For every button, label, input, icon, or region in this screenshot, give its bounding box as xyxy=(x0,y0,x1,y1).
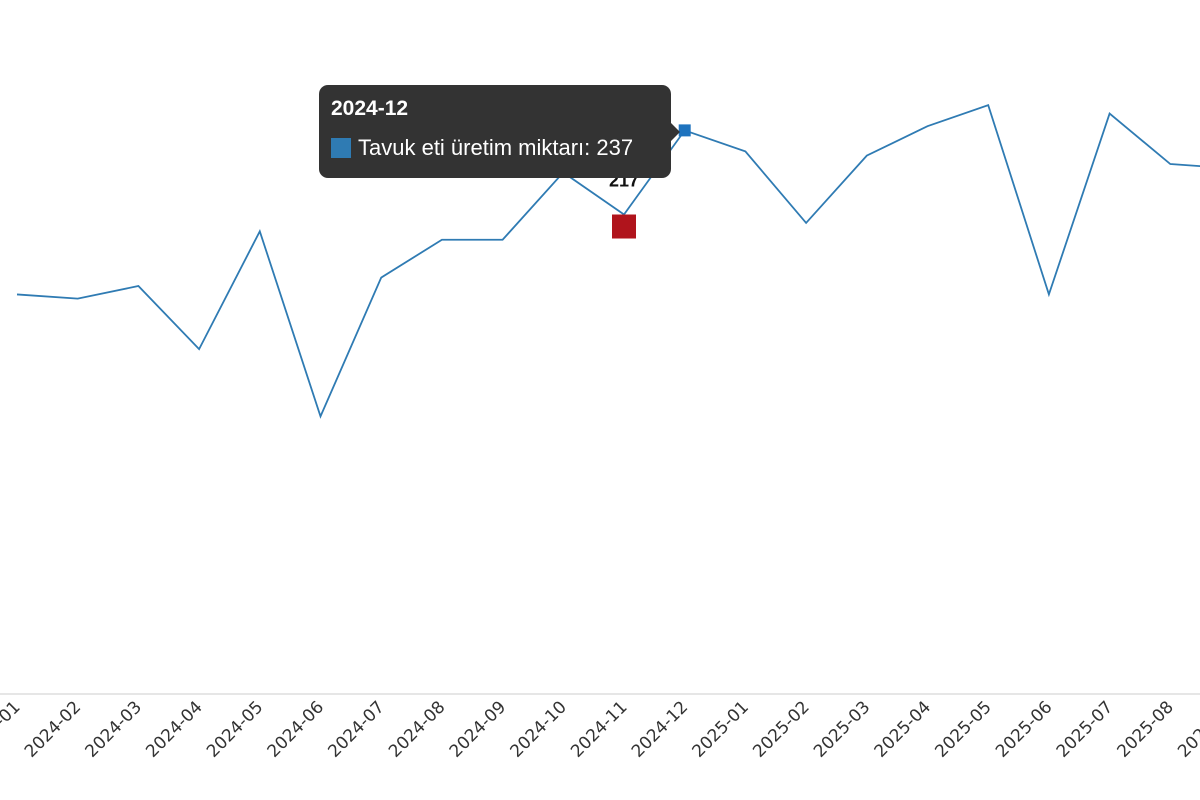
tooltip-row: Tavuk eti üretim miktarı: 237 xyxy=(331,135,659,161)
x-tick-label: 2025-03 xyxy=(810,697,874,761)
x-tick-label: 2025-06 xyxy=(992,697,1056,761)
x-tick-label: 2025-02 xyxy=(749,697,813,761)
x-tick-label: 2024-09 xyxy=(446,697,510,761)
x-tick-label: 2024-04 xyxy=(142,697,206,761)
line xyxy=(16,104,1200,419)
x-tick-label: 2025-04 xyxy=(871,697,935,761)
tooltip: 2024-12 Tavuk eti üretim miktarı: 237 xyxy=(319,85,680,178)
x-tick-label: 2024-02 xyxy=(21,697,85,761)
hover-marker xyxy=(678,124,691,137)
tooltip-swatch xyxy=(331,138,351,158)
x-tick-label: 2024-08 xyxy=(385,697,449,761)
x-tick-label: 2025-09 xyxy=(1174,697,1200,761)
x-tick-label: 2024-01 xyxy=(0,697,25,761)
highlight-marker xyxy=(612,214,636,239)
x-tick-label: 2024-12 xyxy=(628,697,692,761)
x-tick-label: 2025-08 xyxy=(1113,697,1177,761)
x-tick-label: 2024-11 xyxy=(567,697,631,761)
x-tick-label: 2025-05 xyxy=(931,697,995,761)
x-tick-label: 2025-07 xyxy=(1053,697,1117,761)
x-tick-label: 2024-07 xyxy=(324,697,388,761)
tooltip-title: 2024-12 xyxy=(331,97,409,120)
x-tick-label: 2024-03 xyxy=(82,697,146,761)
x-tick-label: 2024-06 xyxy=(264,697,328,761)
x-tick-label: 2024-10 xyxy=(506,697,570,761)
x-tick-label: 2025-01 xyxy=(689,697,753,761)
tooltip-label: Tavuk eti üretim miktarı: 237 xyxy=(358,135,634,160)
x-tick-label: 2024-05 xyxy=(203,697,267,761)
